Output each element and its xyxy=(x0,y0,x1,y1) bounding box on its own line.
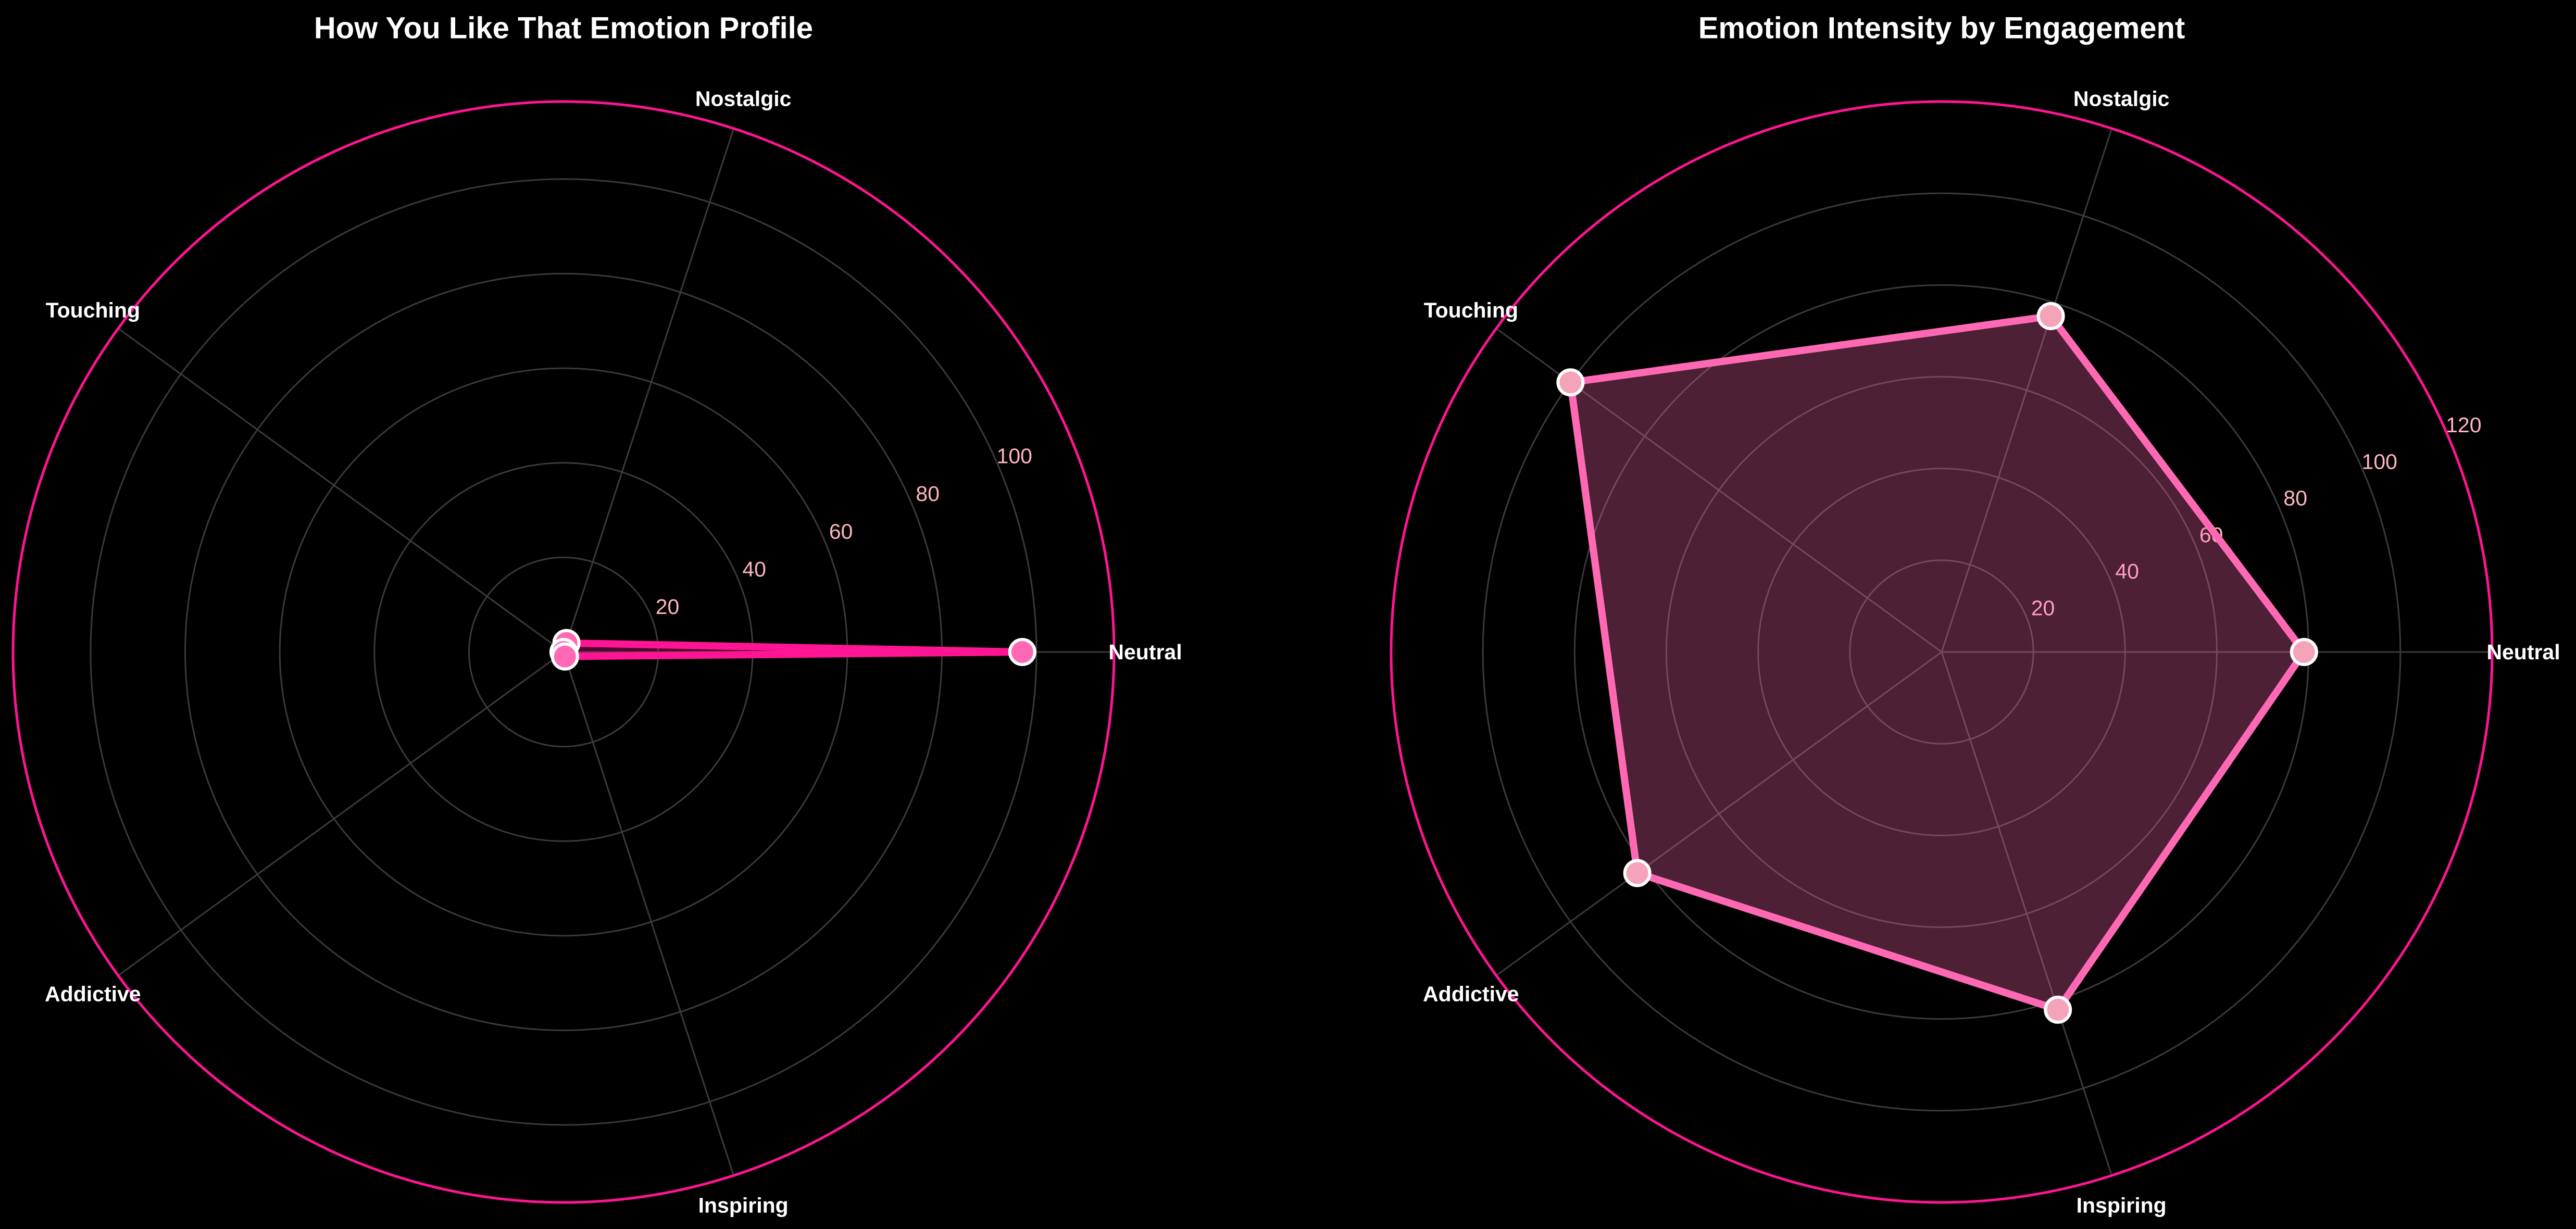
emotion-intensity-title: Emotion Intensity by Engagement xyxy=(1698,11,2185,45)
radial-tick-label: 40 xyxy=(742,557,766,581)
emotion-profile-radar-chart: 20 40 60 80 100 Neutral Nostalgic Touching Addic… xyxy=(11,87,1182,1217)
polar-frame xyxy=(11,100,1116,1204)
category-label-nostalgic: Nostalgic xyxy=(695,87,792,111)
category-label-neutral: Neutral xyxy=(1108,640,1182,664)
radial-tick-label: 80 xyxy=(2283,486,2307,510)
radial-tick-label: 80 xyxy=(916,482,940,506)
grid-spoke xyxy=(1941,651,2113,1176)
grid-spoke xyxy=(1941,128,2113,653)
grid-spoke xyxy=(1495,651,1942,976)
category-label-inspiring: Inspiring xyxy=(698,1193,789,1217)
emotion-profile-title: How You Like That Emotion Profile xyxy=(314,11,813,45)
series-area xyxy=(1570,316,2304,1010)
grid-spoke xyxy=(562,128,735,653)
category-label-inspiring: Inspiring xyxy=(2077,1193,2167,1217)
radial-tick-label: 100 xyxy=(2362,449,2397,473)
data-point-nostalgic xyxy=(2036,302,2065,330)
radial-tick-label: 40 xyxy=(2115,559,2139,583)
radial-tick-label: 20 xyxy=(656,595,680,619)
radial-tick-label: 20 xyxy=(2031,596,2055,620)
data-point-inspiring xyxy=(2044,995,2072,1024)
radial-tick-label: 100 xyxy=(997,444,1032,468)
category-label-addictive: Addictive xyxy=(1423,982,1519,1006)
grid-spoke xyxy=(117,328,564,653)
category-label-touching: Touching xyxy=(46,298,140,322)
emotion-intensity-radar-chart: 20406080100120NeutralNostalgicTouchingAd… xyxy=(1390,87,2560,1217)
polar-frame xyxy=(1390,100,2494,1204)
series-line xyxy=(1567,312,2308,1013)
category-label-neutral: Neutral xyxy=(2486,640,2560,664)
category-label-addictive: Addictive xyxy=(45,982,141,1006)
grid-spoke xyxy=(562,651,735,1176)
data-point-inspiring xyxy=(551,642,579,671)
category-label-nostalgic: Nostalgic xyxy=(2073,87,2170,111)
data-point-addictive xyxy=(1623,859,1652,887)
radial-tick-label: 60 xyxy=(829,519,853,543)
category-label-touching: Touching xyxy=(1424,298,1518,322)
grid-spoke xyxy=(117,651,564,976)
radial-tick-label: 120 xyxy=(2446,413,2481,437)
data-point-touching xyxy=(1556,368,1585,397)
radial-tick-labels: 20 40 60 80 100 xyxy=(656,444,1032,619)
data-point-neutral xyxy=(1008,638,1036,666)
data-point-neutral xyxy=(2290,638,2318,666)
